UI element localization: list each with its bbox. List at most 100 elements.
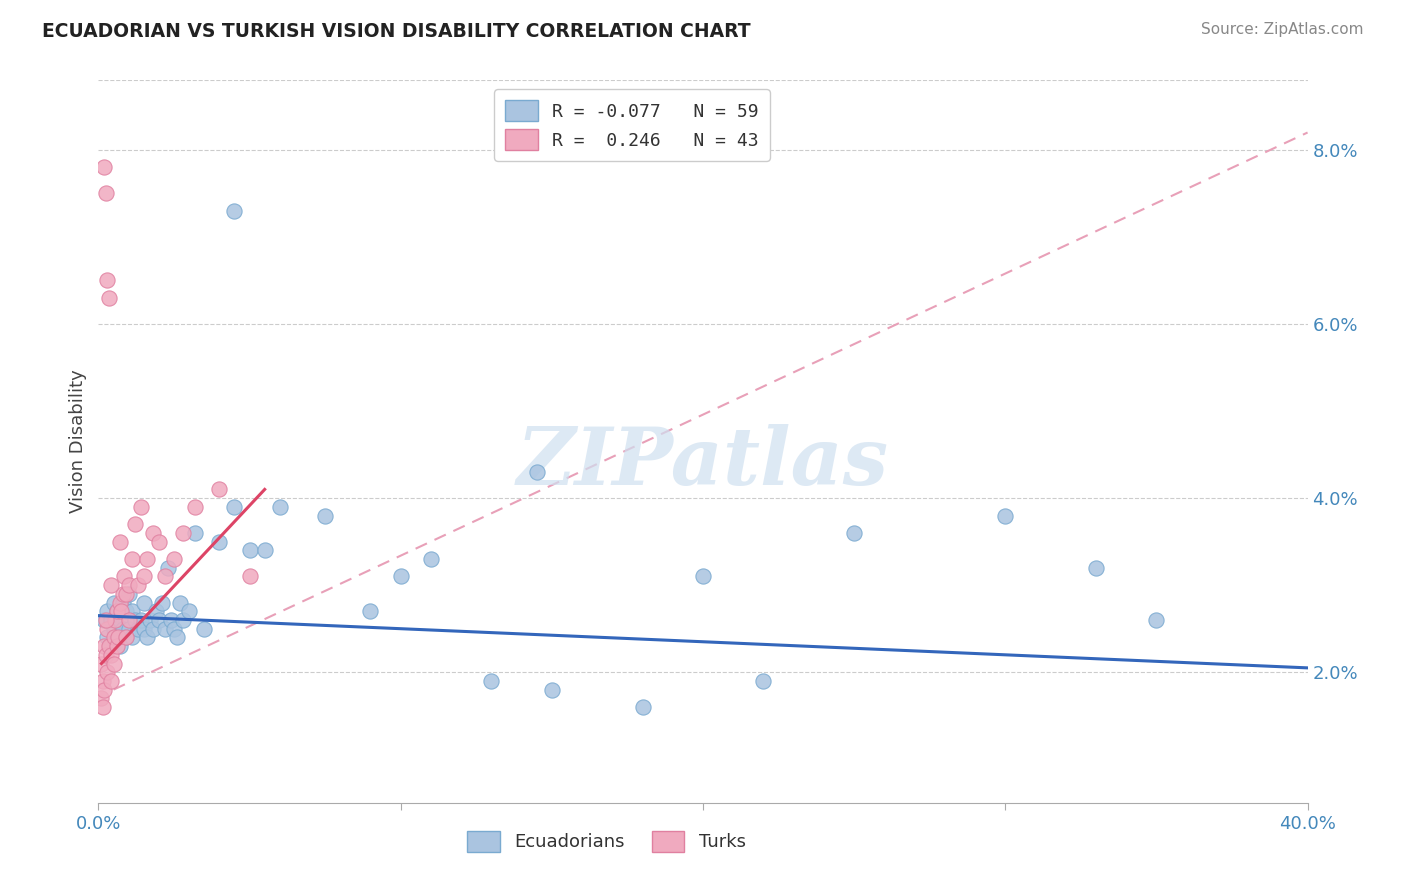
Point [1146, 613, 1168, 627]
Point [107, 631, 129, 645]
Point [100, 673, 122, 688]
Point [121, 604, 143, 618]
Point [93, 613, 115, 627]
Point [108, 613, 131, 627]
Point [100, 639, 122, 653]
Point [132, 596, 155, 610]
Point [142, 622, 165, 636]
Point [153, 622, 176, 636]
Point [269, 500, 291, 514]
Point [420, 552, 443, 566]
Point [105, 604, 128, 618]
Point [156, 561, 179, 575]
Point [103, 622, 125, 636]
Point [752, 673, 775, 688]
Point [110, 604, 132, 618]
Point [172, 525, 194, 540]
Point [100, 648, 122, 662]
Point [108, 596, 131, 610]
Point [150, 596, 173, 610]
Point [142, 525, 165, 540]
Point [108, 534, 131, 549]
Point [118, 578, 141, 592]
Point [98, 639, 121, 653]
Point [103, 657, 125, 671]
Point [481, 673, 503, 688]
Point [91, 700, 114, 714]
Point [98, 291, 121, 305]
Point [224, 203, 246, 218]
Point [193, 622, 215, 636]
Point [91, 673, 114, 688]
Point [526, 465, 548, 479]
Point [93, 161, 115, 175]
Point [105, 631, 128, 645]
Point [179, 604, 201, 618]
Point [184, 500, 207, 514]
Point [314, 508, 336, 523]
Point [135, 631, 157, 645]
Point [224, 500, 246, 514]
Point [132, 569, 155, 583]
Point [844, 525, 866, 540]
Point [692, 569, 714, 583]
Point [124, 613, 146, 627]
Point [253, 543, 276, 558]
Point [389, 569, 412, 583]
Point [139, 613, 162, 627]
Y-axis label: Vision Disability: Vision Disability [69, 369, 87, 514]
Point [153, 569, 176, 583]
Point [93, 639, 115, 653]
Point [208, 534, 231, 549]
Point [90, 691, 112, 706]
Point [96, 631, 118, 645]
Point [121, 552, 143, 566]
Point [114, 631, 136, 645]
Point [111, 622, 134, 636]
Point [105, 604, 128, 618]
Point [111, 596, 134, 610]
Point [90, 657, 112, 671]
Point [631, 700, 654, 714]
Point [108, 639, 131, 653]
Point [96, 604, 118, 618]
Point [239, 569, 262, 583]
Point [169, 596, 191, 610]
Point [112, 569, 135, 583]
Point [103, 631, 125, 645]
Point [163, 622, 186, 636]
Text: ZIPatlas: ZIPatlas [517, 425, 889, 502]
Point [118, 613, 141, 627]
Point [94, 186, 117, 201]
Point [163, 552, 186, 566]
Point [208, 483, 231, 497]
Point [93, 682, 115, 697]
Point [148, 613, 170, 627]
Point [118, 622, 141, 636]
Point [166, 631, 188, 645]
Point [145, 604, 167, 618]
Point [127, 578, 149, 592]
Point [94, 613, 117, 627]
Point [172, 613, 194, 627]
Point [184, 525, 207, 540]
Point [103, 596, 125, 610]
Text: ECUADORIAN VS TURKISH VISION DISABILITY CORRELATION CHART: ECUADORIAN VS TURKISH VISION DISABILITY … [42, 22, 751, 41]
Legend: Ecuadorians, Turks: Ecuadorians, Turks [460, 823, 752, 859]
Point [135, 552, 157, 566]
Point [114, 631, 136, 645]
Point [1085, 561, 1108, 575]
Point [100, 578, 122, 592]
Point [118, 587, 141, 601]
Point [104, 613, 127, 627]
Point [994, 508, 1017, 523]
Point [96, 273, 118, 287]
Point [129, 500, 152, 514]
Point [148, 534, 170, 549]
Point [111, 587, 134, 601]
Point [129, 613, 152, 627]
Point [100, 613, 122, 627]
Point [540, 682, 562, 697]
Point [121, 631, 143, 645]
Point [96, 665, 118, 680]
